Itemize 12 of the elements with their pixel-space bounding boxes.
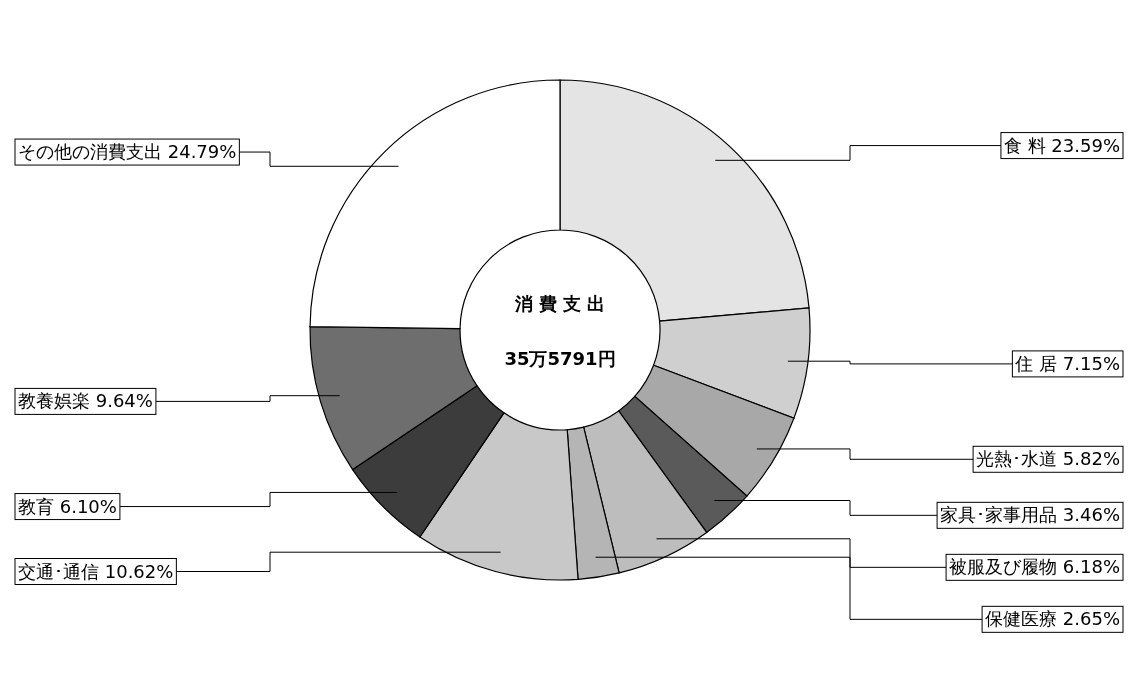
text: 消 費 支 出 [513, 293, 606, 314]
slice-label: 光熱･水道 5.82% [976, 448, 1120, 470]
slice-label: 教育 6.10% [18, 495, 117, 517]
slice-label: その他の消費支出 24.79% [18, 141, 237, 163]
slice-label: 教養娯楽 9.64% [18, 390, 153, 412]
slice-label: 交通･通信 10.62% [18, 560, 174, 582]
slice-label: 食 料 23.59% [1003, 134, 1120, 156]
text: 35万5791円 [504, 348, 616, 369]
slice-label: 被服及び履物 6.18% [949, 556, 1120, 578]
slice-label: 住 居 7.15% [1014, 352, 1120, 374]
slice-label: 家具･家事用品 3.46% [940, 504, 1120, 526]
slice-label: 保健医療 2.65% [985, 608, 1120, 630]
